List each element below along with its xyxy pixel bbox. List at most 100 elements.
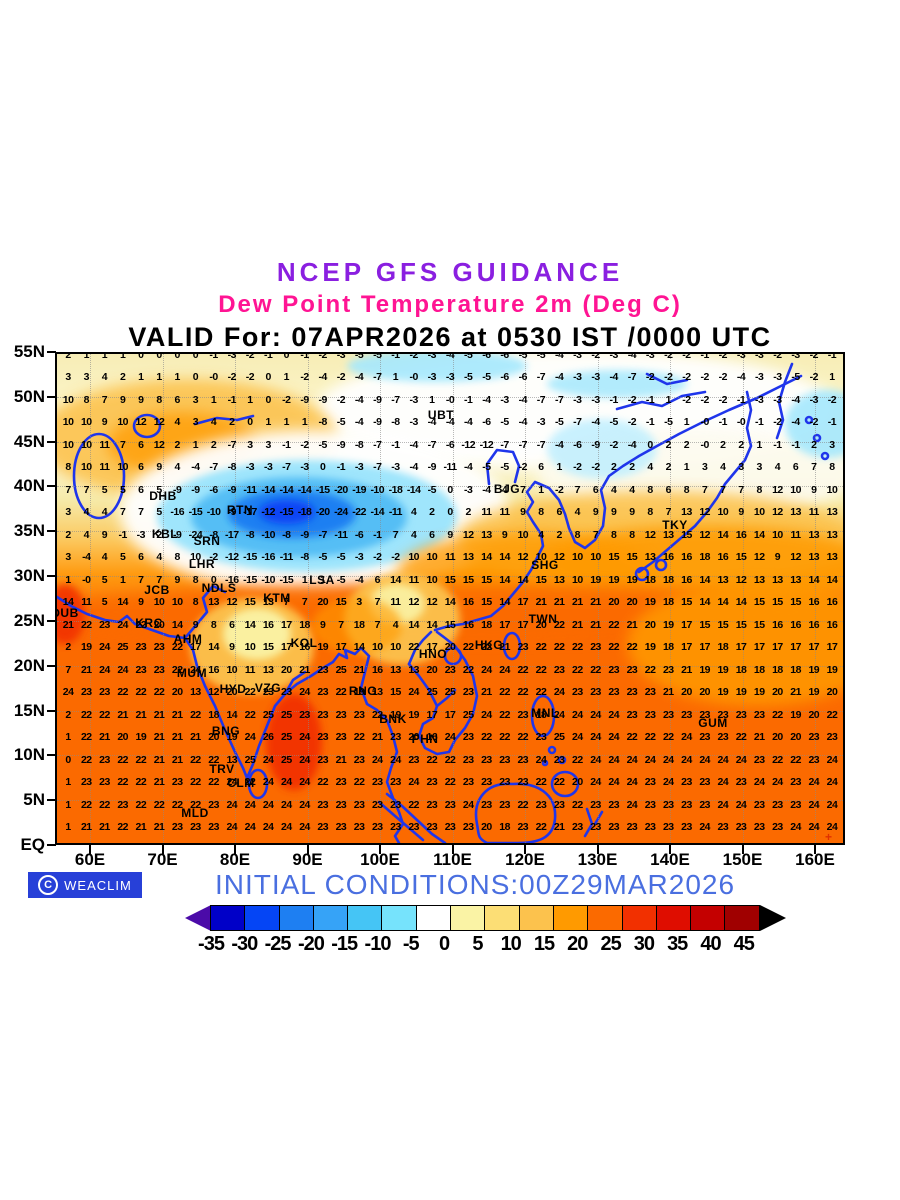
dewpoint-value: 24: [408, 686, 419, 698]
dewpoint-value: -3: [227, 352, 237, 361]
dewpoint-value: 21: [662, 686, 674, 698]
dewpoint-value: 19: [662, 618, 674, 631]
dewpoint-value: 0: [156, 352, 162, 361]
dewpoint-value: 23: [153, 641, 165, 653]
dewpoint-value: 20: [699, 686, 710, 698]
dewpoint-value: 23: [553, 798, 565, 811]
dewpoint-value: 15: [681, 528, 692, 541]
dewpoint-value: 25: [335, 663, 347, 676]
dewpoint-value: 1: [265, 416, 271, 428]
lon-tick: [161, 845, 164, 854]
dewpoint-value: 23: [408, 821, 419, 833]
dewpoint-value: 7: [392, 528, 399, 541]
dewpoint-value: 23: [335, 821, 347, 833]
dewpoint-value: 10: [226, 663, 238, 676]
dewpoint-value: 10: [390, 641, 401, 653]
dewpoint-value: 22: [208, 776, 219, 788]
dewpoint-value: 21: [681, 663, 692, 676]
dewpoint-value: -2: [554, 483, 564, 496]
value-row: 7 21 24 24 23 23 22 24 16 10 11 13 20 21 23 25 21 16 13 13 2…: [59, 664, 841, 676]
dewpoint-value: 8: [192, 573, 199, 586]
value-row: 3 -4 4 5 6 4 8 10 -2 -12 -15 -16 -11 -8 -5 -5 -3 -2 -2 10 10…: [59, 551, 841, 563]
dewpoint-value: -9: [300, 393, 309, 406]
dewpoint-value: -4: [554, 438, 564, 451]
dewpoint-value: -8: [318, 416, 328, 428]
dewpoint-value: 20: [477, 844, 495, 846]
dewpoint-value: 21: [590, 618, 601, 631]
dewpoint-value: 6: [538, 461, 544, 473]
dewpoint-value: 24: [281, 776, 292, 788]
dewpoint-value: -2: [700, 371, 709, 383]
dewpoint-value: 14: [717, 596, 729, 608]
dewpoint-value: -7: [427, 438, 437, 451]
dewpoint-value: 22: [644, 663, 656, 676]
dewpoint-value: -2: [609, 438, 619, 451]
dewpoint-value: 23: [462, 686, 474, 698]
dewpoint-value: 24: [62, 686, 74, 698]
dewpoint-value: 22: [80, 731, 92, 743]
dewpoint-value: -8: [209, 528, 218, 541]
dewpoint-value: 10: [535, 551, 547, 563]
station-label-VZG: VZG: [254, 681, 282, 695]
dewpoint-value: 24: [244, 798, 256, 811]
dewpoint-value: 23: [335, 798, 347, 811]
station-label-HYD: HYD: [219, 682, 247, 696]
dewpoint-value: -1: [282, 438, 291, 451]
lat-tick: [47, 575, 56, 578]
dewpoint-value: 21: [153, 731, 165, 743]
dewpoint-value: -2: [373, 551, 382, 563]
dewpoint-value: -10: [370, 483, 385, 496]
dewpoint-value: 10: [62, 416, 74, 428]
dewpoint-value: 20: [426, 663, 438, 676]
dewpoint-value: 25: [281, 731, 292, 743]
dewpoint-value: 12: [426, 596, 438, 608]
dewpoint-value: 21: [790, 686, 801, 698]
dewpoint-value: 17: [699, 641, 710, 653]
dewpoint-value: 3: [701, 461, 708, 473]
dewpoint-value: -9: [427, 461, 437, 473]
dewpoint-value: 22: [99, 798, 110, 811]
dewpoint-value: 3: [829, 438, 835, 451]
dewpoint-value: 12: [772, 506, 783, 518]
dewpoint-value: 24: [244, 731, 256, 743]
dewpoint-value: 16: [462, 618, 474, 631]
dewpoint-value: 3: [192, 393, 199, 406]
dewpoint-value: 22: [535, 821, 547, 833]
dewpoint-value: 24: [226, 798, 238, 811]
dewpoint-value: 9: [447, 528, 453, 541]
dewpoint-value: 22: [535, 641, 547, 653]
station-label-RNG: RNG: [348, 684, 378, 698]
dewpoint-value: 18: [662, 641, 674, 653]
dewpoint-value: 24: [572, 708, 583, 721]
dewpoint-value: 10: [426, 573, 438, 586]
dewpoint-value: 16: [681, 551, 692, 563]
dewpoint-value: 7: [338, 618, 344, 631]
dewpoint-value: 14: [426, 618, 438, 631]
dewpoint-value: 23: [641, 844, 659, 846]
dewpoint-value: 23: [335, 731, 347, 743]
dewpoint-value: -14: [297, 483, 312, 496]
dewpoint-value: 23: [644, 798, 656, 811]
dewpoint-value: 15: [244, 596, 256, 608]
dewpoint-value: 23: [644, 776, 656, 788]
dewpoint-value: 24: [262, 798, 274, 811]
dewpoint-value: 23: [608, 663, 620, 676]
dewpoint-value: -12: [261, 506, 275, 518]
dewpoint-value: -4: [609, 371, 619, 383]
dewpoint-value: -0: [700, 438, 709, 451]
dewpoint-value: 25: [426, 686, 438, 698]
dewpoint-value: 1: [683, 416, 690, 428]
dewpoint-value: 2: [683, 438, 690, 451]
station-label-TWN: TWN: [528, 612, 558, 626]
gridline-vertical: [235, 354, 237, 843]
lat-label-30N: 30N: [13, 566, 45, 586]
dewpoint-value: 22: [171, 663, 183, 676]
dewpoint-value: 1: [538, 483, 544, 496]
dewpoint-value: -8: [245, 528, 255, 541]
dewpoint-value: 7: [138, 573, 144, 586]
dewpoint-value: 10: [80, 416, 92, 428]
dewpoint-value: 10: [117, 461, 128, 473]
dewpoint-value: 16: [717, 551, 729, 563]
dewpoint-value: 23: [135, 641, 147, 653]
dewpoint-value: 22: [335, 686, 347, 698]
